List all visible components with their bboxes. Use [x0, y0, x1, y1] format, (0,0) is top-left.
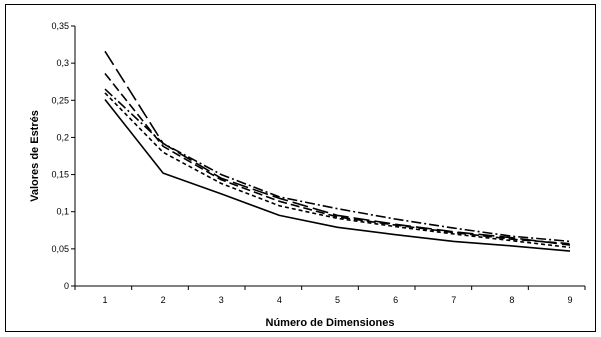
- y-tick-label: 0,2: [56, 132, 69, 142]
- series-line-5: [104, 92, 571, 249]
- x-axis-ticks: 1 2 3 4 5 6 7 8 9: [74, 286, 586, 305]
- series-line-2: [104, 50, 571, 246]
- y-tick-label: 0,15: [51, 170, 69, 180]
- y-tick-label: 0,35: [51, 21, 69, 31]
- y-tick-label: 0,05: [51, 244, 69, 254]
- series-line-1: [104, 99, 571, 252]
- series-layer: [104, 50, 571, 252]
- chart-frame: [5, 4, 596, 332]
- x-tick-label: 3: [219, 295, 224, 305]
- axes: [74, 26, 585, 287]
- x-tick-label: 7: [451, 295, 456, 305]
- series-line-3: [104, 73, 571, 245]
- x-tick-label: 2: [161, 295, 166, 305]
- y-tick-label: 0,3: [56, 58, 69, 68]
- y-axis-title: Valores de Estrés: [29, 110, 41, 202]
- x-tick-label: 1: [102, 295, 107, 305]
- x-tick-label: 6: [393, 295, 398, 305]
- y-tick-label: 0: [64, 281, 69, 291]
- y-tick-label: 0,1: [56, 207, 69, 217]
- x-tick-label: 9: [567, 295, 572, 305]
- x-axis-title: Número de Dimensiones: [266, 317, 395, 329]
- y-tick-label: 0,25: [51, 95, 69, 105]
- x-tick-label: 5: [335, 295, 340, 305]
- series-line-4: [104, 88, 571, 243]
- x-tick-label: 8: [509, 295, 514, 305]
- y-axis-ticks: 0 0,05 0,1 0,15 0,2 0,25 0,3 0,35: [51, 21, 75, 291]
- x-tick-label: 4: [277, 295, 282, 305]
